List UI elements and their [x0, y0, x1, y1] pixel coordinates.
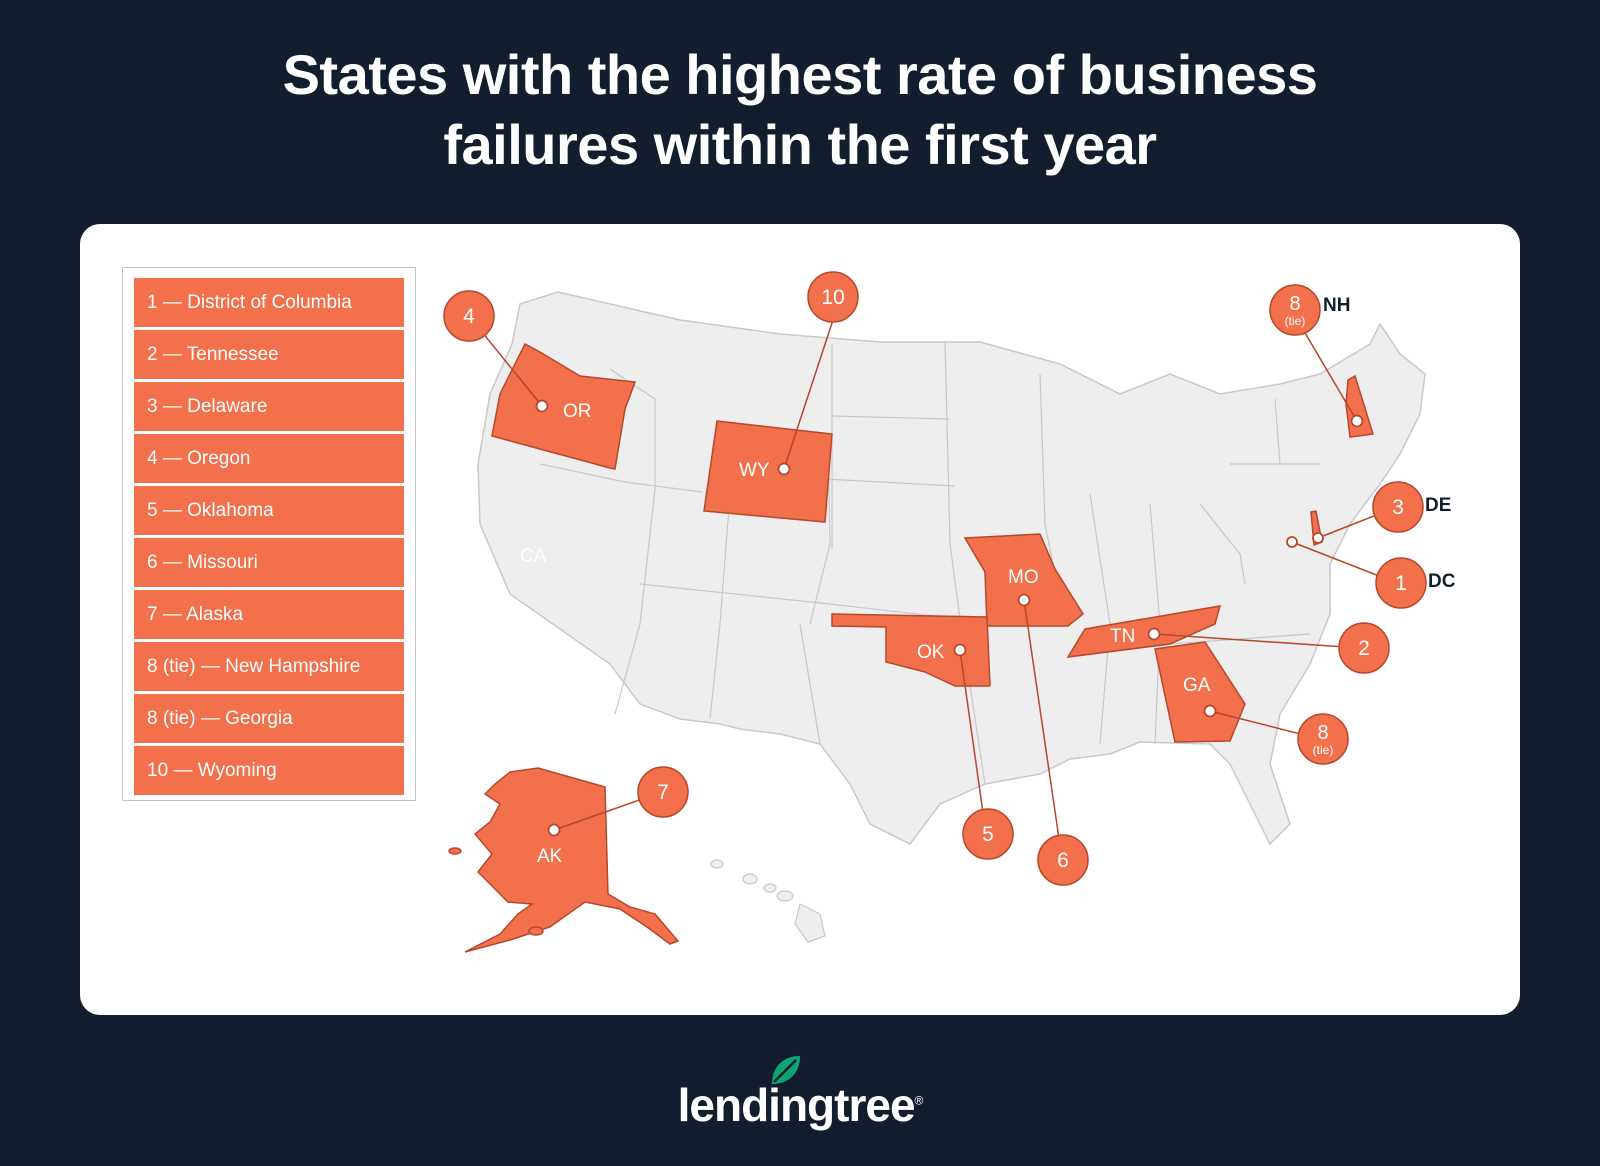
legend-item: 7 — Alaska: [134, 590, 404, 639]
legend-item: 8 (tie) — New Hampshire: [134, 642, 404, 691]
legend-item: 8 (tie) — Georgia: [134, 694, 404, 743]
dot-mo: [1017, 593, 1031, 607]
highlighted-states: [448, 342, 1374, 953]
us-mainland: [477, 291, 1426, 846]
state-dots: [535, 399, 1364, 837]
lendingtree-logo: lendingtree®: [0, 1050, 1600, 1132]
label-ga: GA: [1183, 675, 1211, 696]
state-georgia: [1154, 641, 1246, 743]
legend-item: 1 — District of Columbia: [134, 278, 404, 327]
badge-ga-tie: (tie): [1313, 743, 1334, 757]
legend-item: 6 — Missouri: [134, 538, 404, 587]
legend: 1 — District of Columbia 2 — Tennessee 3…: [122, 267, 416, 801]
alaska-island: [448, 847, 462, 855]
ext-label-de: DE: [1425, 495, 1451, 516]
label-wy: WY: [739, 460, 770, 481]
dot-dc: [1286, 536, 1298, 548]
title-line-1: States with the highest rate of business: [282, 43, 1318, 106]
badge-nh-rank: 8: [1289, 293, 1300, 315]
label-ak: AK: [537, 846, 563, 867]
leader-mo: [1023, 599, 1063, 860]
legend-item: 4 — Oregon: [134, 434, 404, 483]
badge-ak: 7: [637, 766, 689, 818]
dot-ga: [1203, 704, 1217, 718]
leader-tn: [1153, 633, 1361, 649]
badge-nh: 8 (tie): [1269, 284, 1321, 336]
dot-tn: [1147, 627, 1161, 641]
badge-wy-rank: 10: [821, 286, 844, 309]
state-missouri: [963, 533, 1084, 627]
badge-or: 4: [443, 290, 495, 342]
ext-label-dc: DC: [1428, 571, 1456, 592]
legend-item: 5 — Oklahoma: [134, 486, 404, 535]
badge-dc: 1: [1375, 557, 1427, 609]
label-ok: OK: [917, 642, 945, 663]
badge-or-rank: 4: [463, 305, 475, 328]
page-title: States with the highest rate of business…: [0, 40, 1600, 180]
state-tennessee: [1066, 605, 1222, 658]
badge-tn: 2: [1338, 622, 1390, 674]
state-oregon: [491, 342, 637, 470]
title-line-2: failures within the first year: [443, 113, 1157, 176]
badge-ok-rank: 5: [982, 823, 994, 846]
leader-wy: [783, 319, 834, 470]
dot-or: [535, 399, 549, 413]
badge-dc-rank: 1: [1395, 572, 1407, 595]
label-or: OR: [563, 401, 592, 422]
external-state-labels: NH DE DC: [1323, 295, 1456, 592]
dot-nh: [1350, 414, 1364, 428]
map-card: OR WY MO OK TN GA AK CA 4 10 8 (tie): [80, 224, 1520, 1015]
ext-label-nh: NH: [1323, 295, 1350, 316]
badge-nh-tie: (tie): [1285, 314, 1306, 328]
label-tn: TN: [1110, 626, 1135, 647]
dot-de: [1312, 532, 1324, 544]
badge-de: 3: [1372, 481, 1424, 533]
hawaii: [710, 859, 826, 943]
state-wyoming: [703, 420, 833, 523]
state-alaska: [464, 767, 680, 953]
legend-item: 2 — Tennessee: [134, 330, 404, 379]
rank-badges: 4 10 8 (tie) 3 1 2: [443, 271, 1427, 886]
logo-wordmark: lendingtree: [677, 1079, 916, 1131]
us-map: OR WY MO OK TN GA AK CA 4 10 8 (tie): [443, 271, 1456, 953]
dot-ok: [953, 643, 967, 657]
legend-item: 3 — Delaware: [134, 382, 404, 431]
state-labels: OR WY MO OK TN GA AK CA: [520, 401, 1211, 867]
badge-de-rank: 3: [1392, 496, 1404, 519]
registered-mark: ®: [914, 1093, 924, 1108]
badge-ok: 5: [962, 808, 1014, 860]
dot-wy: [777, 462, 791, 476]
badge-mo-rank: 6: [1057, 849, 1069, 872]
state-oklahoma: [831, 613, 991, 687]
badge-ga-rank: 8: [1317, 722, 1328, 744]
label-mo: MO: [1008, 567, 1039, 588]
badge-ga: 8 (tie): [1297, 713, 1349, 765]
logo-text: lendingtree®: [0, 1078, 1600, 1132]
badge-ak-rank: 7: [657, 781, 669, 804]
leaf-icon: [772, 1056, 800, 1084]
badge-mo: 6: [1037, 834, 1089, 886]
leader-ok: [959, 649, 987, 835]
badge-wy: 10: [807, 271, 859, 323]
label-ca: CA: [520, 546, 547, 567]
badge-tn-rank: 2: [1358, 637, 1370, 660]
dot-ak: [547, 823, 561, 837]
alaska-island: [528, 926, 544, 936]
legend-item: 10 — Wyoming: [134, 746, 404, 795]
